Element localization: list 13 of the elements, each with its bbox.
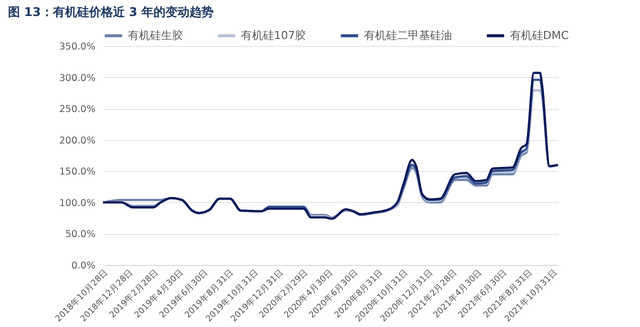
y-tick-label: 50.0%	[65, 229, 96, 240]
y-tick-label: 350.0%	[59, 42, 96, 52]
chart-title: 图 13：有机硅价格近 3 年的变动趋势	[8, 5, 214, 19]
y-tick-label: 250.0%	[59, 104, 96, 116]
legend-label: 有机硅生胶	[128, 28, 183, 42]
y-tick-label: 150.0%	[59, 166, 96, 178]
legend-label: 有机硅二甲基硅油	[364, 28, 452, 42]
legend-label: 有机硅DMC	[510, 28, 569, 42]
y-tick-label: 100.0%	[59, 198, 96, 209]
y-tick-label: 0.0%	[71, 260, 96, 272]
legend-label: 有机硅107胶	[241, 28, 306, 42]
y-tick-label: 200.0%	[59, 135, 96, 146]
y-tick-label: 300.0%	[59, 72, 96, 84]
